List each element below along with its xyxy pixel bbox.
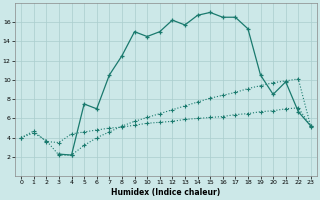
X-axis label: Humidex (Indice chaleur): Humidex (Indice chaleur) (111, 188, 221, 197)
